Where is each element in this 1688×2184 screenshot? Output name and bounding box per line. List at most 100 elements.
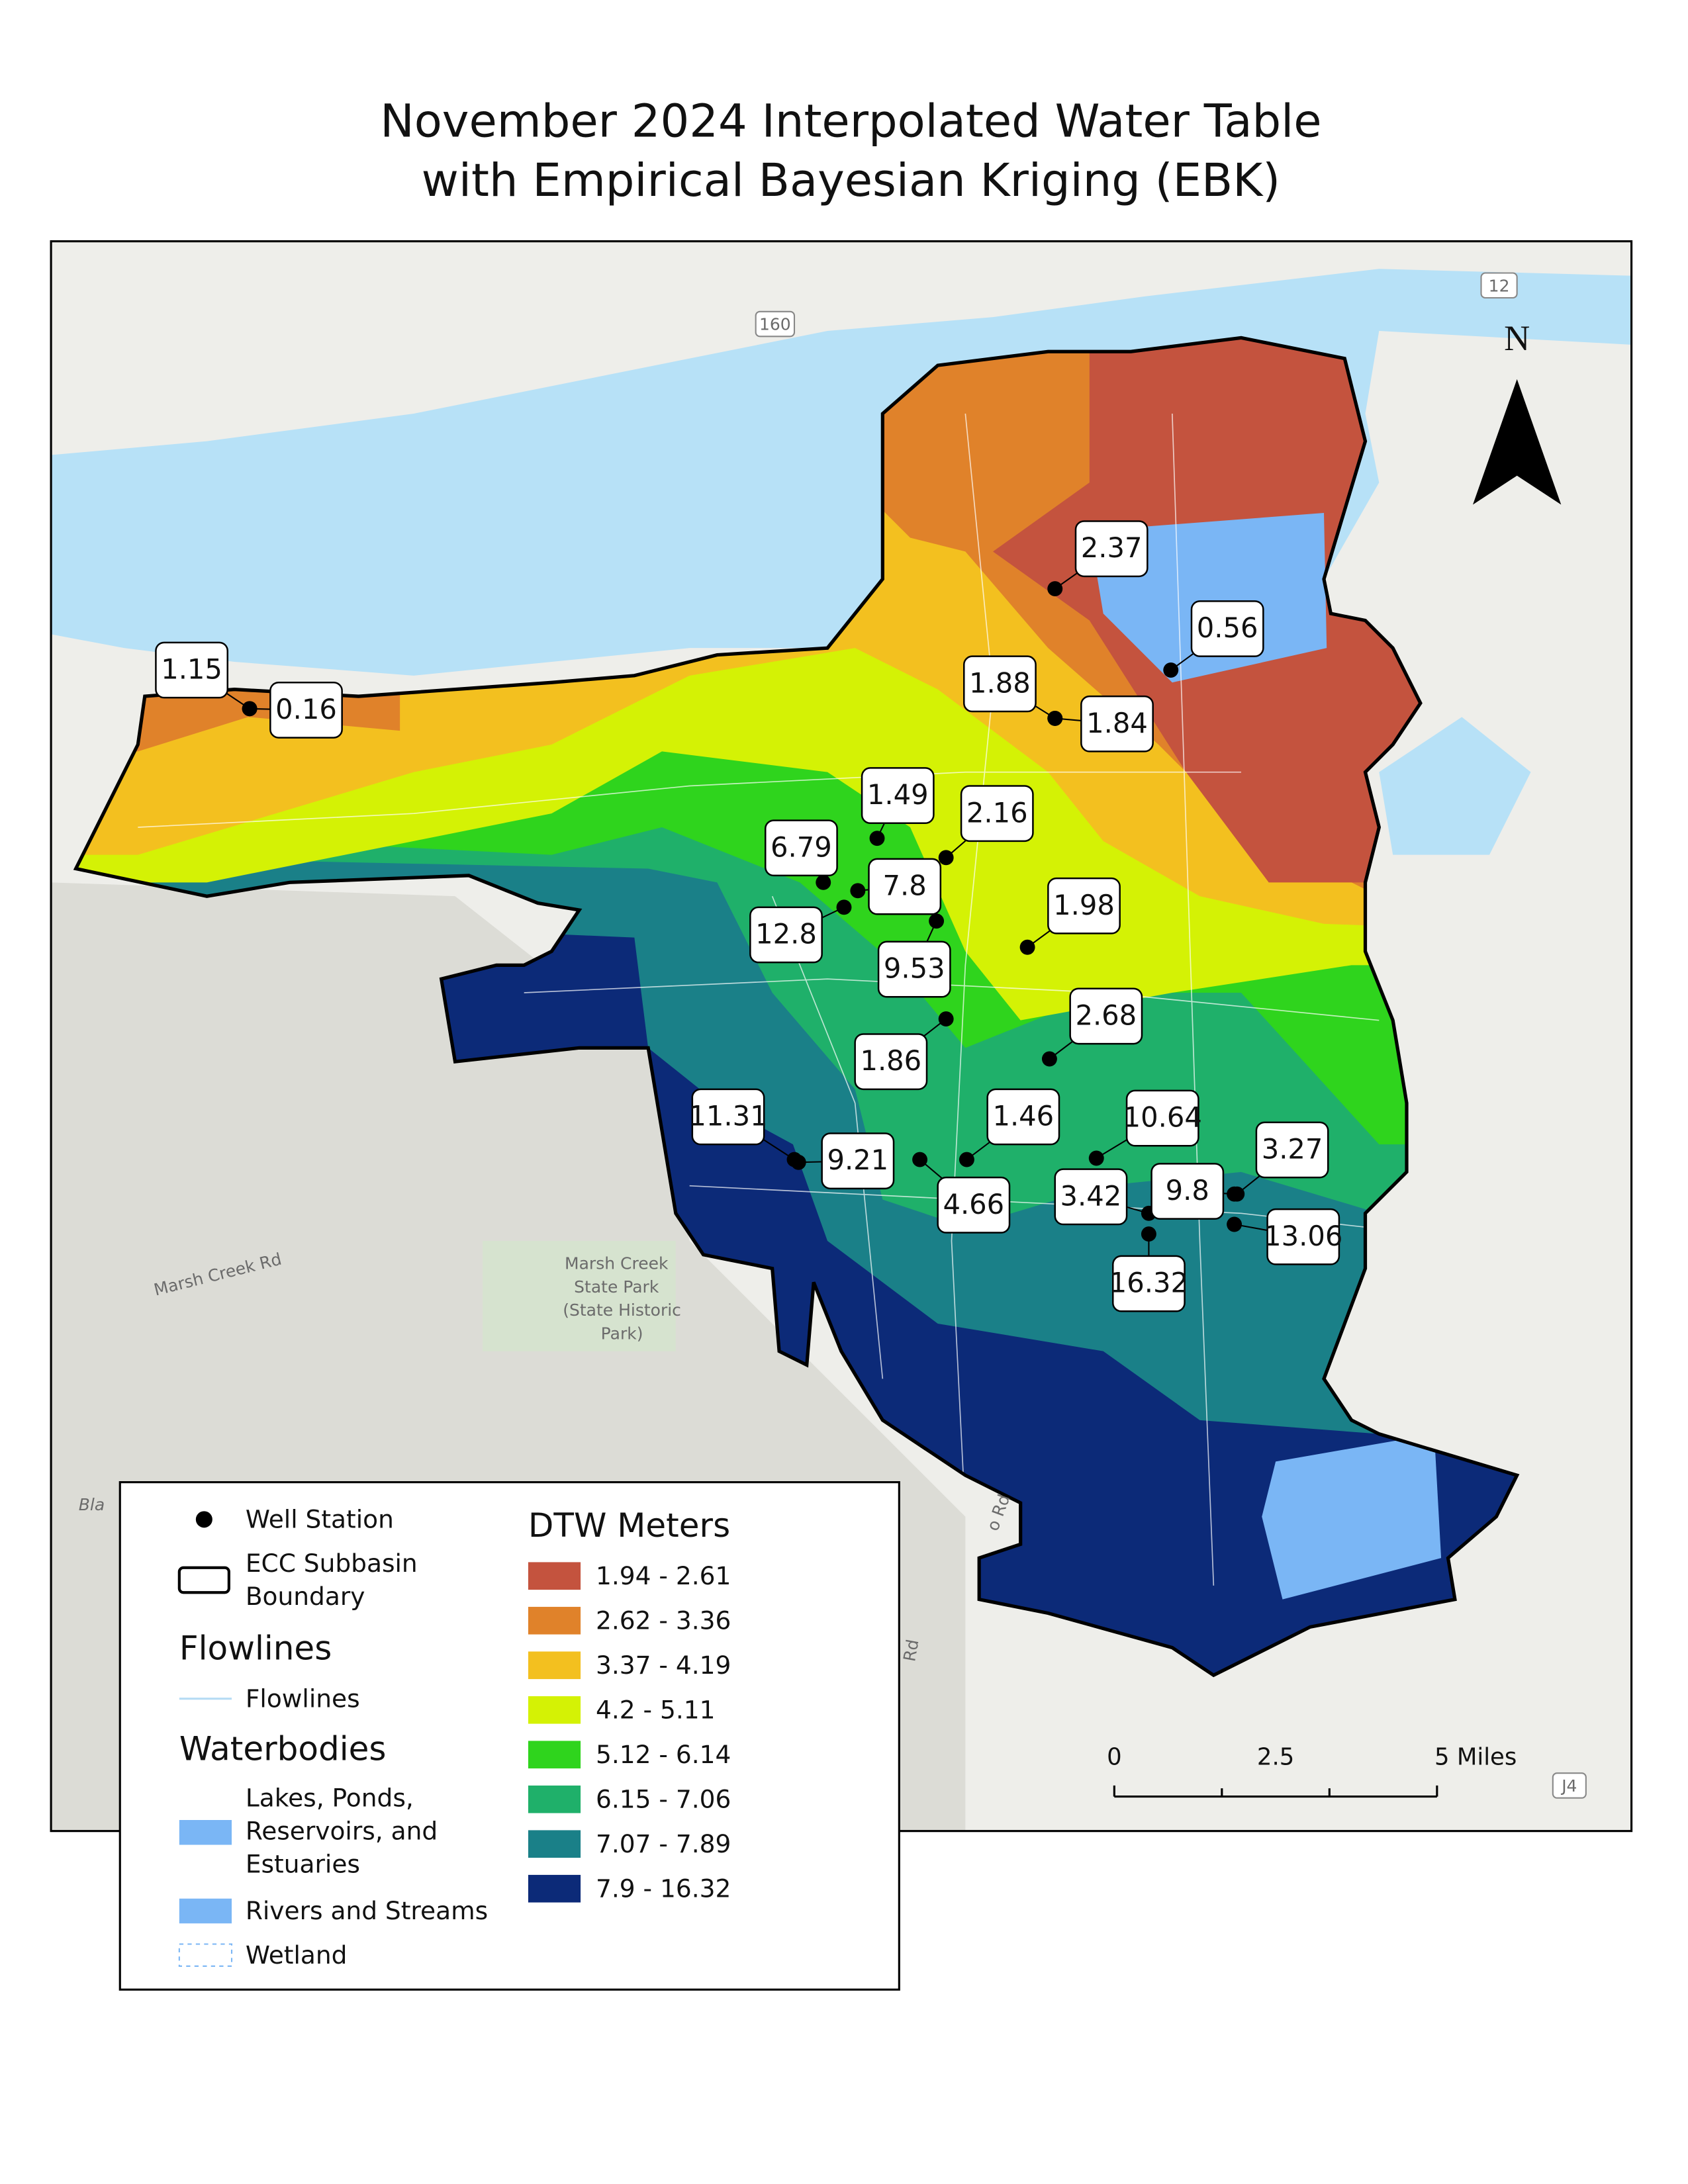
legend-swatch: [528, 1696, 581, 1724]
legend-label: 7.07 - 7.89: [596, 1829, 731, 1858]
well-dot: [1019, 939, 1035, 955]
lake: [1262, 1433, 1442, 1600]
well-label-box: [1080, 695, 1154, 752]
well-label: 1.15: [161, 653, 222, 686]
well-label: 7.8: [883, 870, 927, 902]
legend-heading: Waterbodies: [179, 1729, 387, 1768]
legend-swatch: [528, 1606, 581, 1635]
well-dot: [1229, 1186, 1245, 1202]
legend-symbol: [179, 1898, 232, 1924]
well-label: 6.79: [771, 831, 832, 863]
well-label: 9.8: [1166, 1174, 1209, 1206]
legend-label: 6.15 - 7.06: [596, 1784, 731, 1813]
well-dot: [850, 883, 866, 899]
well-label: 1.86: [860, 1044, 921, 1077]
park-label: State Park: [574, 1277, 659, 1297]
well-label: 1.88: [969, 666, 1031, 699]
well-dot: [1227, 1216, 1243, 1232]
park-area: [483, 1241, 676, 1351]
well-label-box: [1112, 1255, 1186, 1312]
north-label: N: [1504, 318, 1530, 358]
well-label-box: [691, 1088, 765, 1146]
route-shield: [755, 310, 796, 338]
well-dot: [938, 1011, 954, 1027]
legend-box: [118, 1481, 900, 1991]
legend-label: Reservoirs, and: [246, 1816, 438, 1845]
legend-label: Wetland: [246, 1940, 348, 1970]
legend-classes: 1.94 - 2.61 2.62 - 3.36 3.37 - 4.19 4.2 - 5…: [528, 1561, 731, 1903]
route-label: J4: [1560, 1776, 1577, 1796]
legend-swatch: [528, 1562, 581, 1590]
park-label: Marsh Creek: [565, 1253, 669, 1273]
legend-label: Flowlines: [246, 1684, 360, 1713]
scale-label: 2.5: [1257, 1743, 1294, 1770]
well-label-box: [861, 767, 935, 825]
well-label-box: [821, 1132, 895, 1190]
legend-label: Boundary: [246, 1582, 365, 1611]
legend: Well Station ECC Subbasin Boundary Flowl…: [118, 1481, 900, 1991]
well-dot: [1047, 710, 1063, 726]
well-dot: [790, 1154, 806, 1170]
well-label-box: [1266, 1208, 1340, 1265]
legend-label: Well Station: [246, 1504, 394, 1533]
well-stations: 1.15 0.16 2.37 0.56 1.88 1.84 1.49 2.16 6.79 7.8 1…: [155, 520, 1342, 1312]
route-shield: [1552, 1772, 1587, 1799]
well-dot: [1141, 1226, 1156, 1242]
legend-swatch: [528, 1830, 581, 1858]
well-dot: [938, 850, 954, 866]
legend-label: 2.62 - 3.36: [596, 1606, 731, 1635]
well-label-box: [1047, 877, 1121, 934]
well-label: 3.42: [1060, 1179, 1122, 1212]
legend-label: 3.37 - 4.19: [596, 1651, 731, 1680]
legend-swatch: [528, 1874, 581, 1903]
well-label-box: [1150, 1163, 1225, 1220]
well-label: 16.32: [1109, 1267, 1188, 1299]
well-label-box: [854, 1033, 928, 1091]
well-label-box: [937, 1176, 1011, 1234]
road-label: Rd: [900, 1638, 922, 1663]
well-label: 10.64: [1123, 1101, 1202, 1134]
route-label: 12: [1489, 276, 1510, 295]
well-dot: [1088, 1150, 1104, 1166]
legend-label: 1.94 - 2.61: [596, 1561, 731, 1590]
well-dot: [816, 874, 831, 890]
water: [1379, 717, 1531, 855]
well-label-box: [1074, 520, 1149, 578]
legend-symbol: [195, 1511, 212, 1528]
legend-label: Estuaries: [246, 1849, 360, 1878]
legend-heading: DTW Meters: [528, 1506, 730, 1545]
well-label-box: [960, 785, 1034, 842]
well-label: 2.16: [966, 796, 1028, 829]
well-dot: [1163, 662, 1179, 678]
well-dot: [836, 899, 852, 915]
route-shield: [1480, 272, 1518, 299]
legend-heading: Flowlines: [179, 1629, 332, 1667]
well-dot: [1041, 1051, 1057, 1067]
well-label-box: [1069, 987, 1143, 1045]
legend-label: Rivers and Streams: [246, 1896, 488, 1925]
legend-label: ECC Subbasin: [246, 1549, 418, 1578]
flowlines: [138, 413, 1380, 1586]
park-label: Park): [601, 1324, 643, 1343]
legend-label: 5.12 - 6.14: [596, 1740, 731, 1769]
legend-swatch: [528, 1785, 581, 1813]
legend-label: 4.2 - 5.11: [596, 1695, 716, 1724]
well-label-box: [868, 858, 942, 915]
well-label: 1.98: [1053, 889, 1115, 921]
title-line: with Empirical Bayesian Kriging (EBK): [422, 154, 1280, 207]
well-label: 9.53: [884, 952, 945, 985]
scale-label: 5 Miles: [1434, 1743, 1517, 1770]
route-label: 160: [759, 315, 791, 334]
legend-swatch: [528, 1741, 581, 1769]
well-label: 12.8: [755, 918, 817, 950]
well-label: 2.68: [1075, 999, 1137, 1032]
legend-label: Lakes, Ponds,: [246, 1783, 414, 1812]
legend-symbol: [178, 1943, 233, 1967]
well-label: 1.49: [867, 778, 929, 811]
well-label: 4.66: [943, 1188, 1004, 1220]
place-label: Bla: [79, 1495, 105, 1514]
well-label: 1.46: [992, 1100, 1054, 1132]
